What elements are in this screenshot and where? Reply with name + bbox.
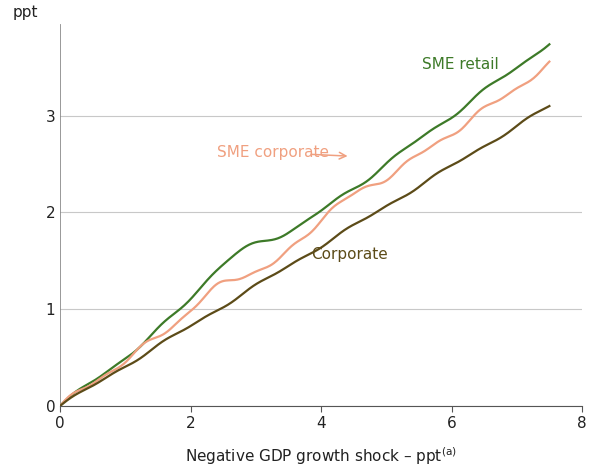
Text: ppt: ppt: [13, 5, 38, 20]
Text: Corporate: Corporate: [311, 247, 388, 262]
Text: SME corporate: SME corporate: [217, 145, 329, 160]
Text: Negative GDP growth shock – ppt$^{\mathregular{(a)}}$: Negative GDP growth shock – ppt$^{\mathr…: [185, 446, 457, 467]
Text: SME retail: SME retail: [422, 57, 499, 72]
